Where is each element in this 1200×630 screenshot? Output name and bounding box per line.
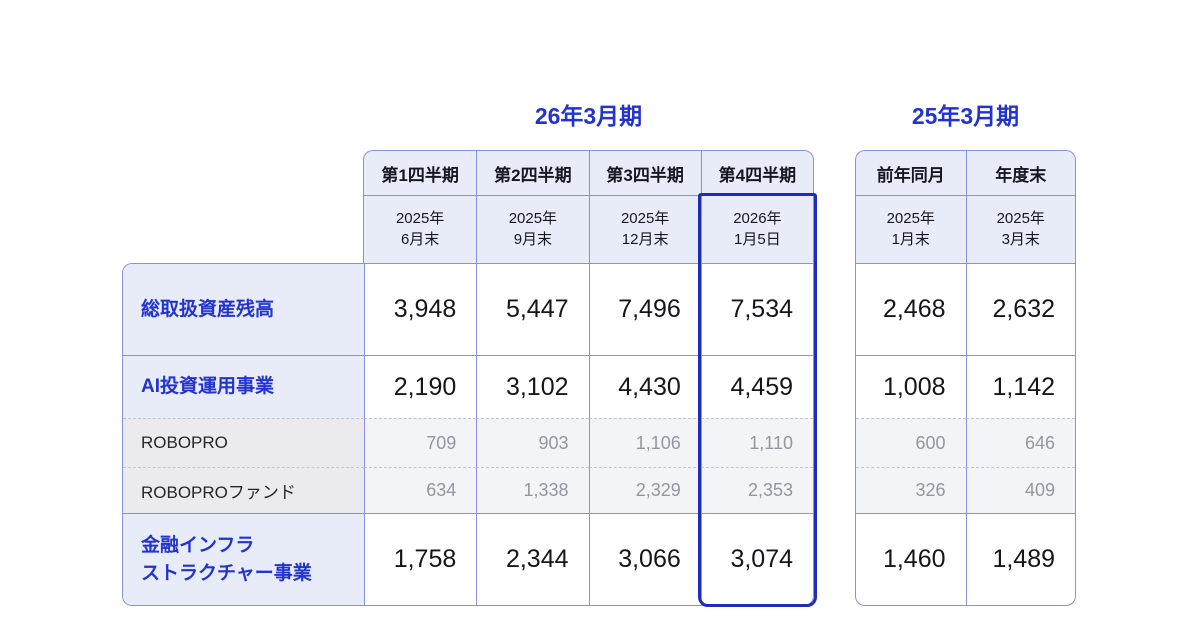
value-cell: 3,948 — [364, 264, 476, 355]
row-label-robopro: ROBOPRO — [123, 418, 364, 467]
value-cell: 3,066 — [588, 513, 701, 605]
fy26-header: 第1四半期 2025年 6月末 第2四半期 2025年 9月末 第3四半期 20… — [363, 150, 814, 263]
quarter-header-q1: 第1四半期 — [381, 165, 459, 185]
value-cell: 634 — [364, 467, 477, 513]
value-cell: 600 — [856, 418, 966, 467]
value-cell: 2,468 — [882, 295, 946, 323]
value-cell: 1,460 — [856, 513, 966, 605]
value-cell: 1,338 — [476, 467, 589, 513]
value-cell: 646 — [965, 418, 1075, 467]
value-cell: 2,353 — [700, 467, 813, 513]
value-cell: 1,106 — [588, 418, 701, 467]
date-header-prev-year: 2025年 1月末 — [856, 195, 966, 263]
date-header-q2: 2025年 9月末 — [476, 195, 589, 263]
header-year-end: 年度末 — [965, 151, 1076, 195]
value-cell: 2,190 — [364, 355, 477, 418]
value-cell: 903 — [476, 418, 589, 467]
value-cell: 3,102 — [476, 355, 589, 418]
row-label-financial-infrastructure: 金融インフラ ストラクチャー事業 — [123, 513, 364, 605]
date-header-year-end: 2025年 3月末 — [965, 195, 1075, 263]
fy25-body: 2,468 2,632 1,008 1,142 600 646 326 409 … — [855, 263, 1076, 606]
quarter-header-q2: 第2四半期 — [476, 151, 588, 195]
value-cell: 2,329 — [588, 467, 701, 513]
value-cell: 2,632 — [965, 264, 1076, 355]
value-cell: 326 — [856, 467, 966, 513]
value-cell: 1,758 — [364, 513, 477, 605]
row-label-ai-investment: AI投資運用事業 — [123, 355, 364, 418]
quarter-header-q3: 第3四半期 — [588, 151, 701, 195]
value-cell: 2,344 — [476, 513, 589, 605]
date-header-q1: 2025年 6月末 — [364, 195, 477, 263]
value-cell: 7,534 — [700, 264, 813, 355]
fiscal-year-2026-title: 26年3月期 — [534, 103, 643, 129]
fy25-header: 前年同月 2025年 1月末 年度末 2025年 3月末 — [855, 150, 1076, 263]
date-header-q4: 2026年 1月5日 — [700, 195, 813, 263]
row-label-robopro-fund: ROBOPROファンド — [123, 467, 364, 513]
value-cell: 5,447 — [476, 264, 588, 355]
fy26-body: 総取扱資産残高 3,948 5,447 7,496 7,534 AI投資運用事業… — [122, 263, 814, 606]
value-cell: 3,074 — [700, 513, 813, 605]
quarter-header-q4: 第4四半期 — [700, 151, 813, 195]
row-label-total-assets: 総取扱資産残高 — [123, 264, 364, 355]
header-prev-year-month: 前年同月 — [876, 165, 945, 185]
value-cell: 1,008 — [856, 355, 966, 418]
value-cell: 1,142 — [965, 355, 1075, 418]
value-cell: 1,110 — [700, 418, 813, 467]
fiscal-year-2025-title: 25年3月期 — [911, 103, 1020, 129]
date-header-q3: 2025年 12月末 — [588, 195, 701, 263]
value-cell: 7,496 — [588, 264, 701, 355]
value-cell: 4,459 — [700, 355, 813, 418]
value-cell: 709 — [364, 418, 477, 467]
value-cell: 4,430 — [588, 355, 701, 418]
value-cell: 409 — [965, 467, 1075, 513]
value-cell: 1,489 — [965, 513, 1075, 605]
